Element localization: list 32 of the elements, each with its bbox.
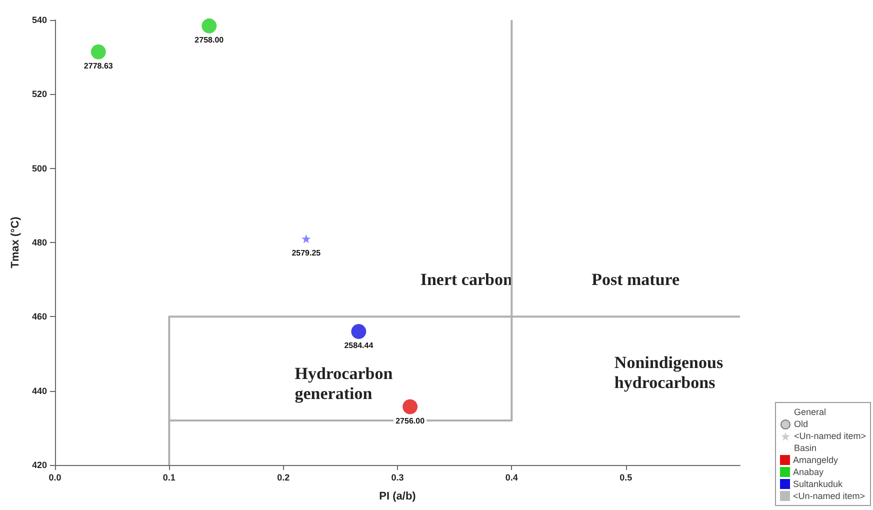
y-axis-title: Tmax (°C) — [10, 216, 22, 268]
text: <Un-named item> — [792, 490, 865, 502]
y-tick-label: 500 — [32, 163, 47, 174]
x-axis-title: PI (a/b) — [379, 490, 416, 502]
text: <Un-named item> — [794, 430, 866, 442]
annotation: 2756.00 — [396, 416, 426, 426]
annotation: Post mature — [592, 270, 680, 290]
y-tick-label: 460 — [32, 312, 47, 322]
y-tick-label: 520 — [32, 89, 47, 100]
y-tick-label: 420 — [32, 460, 47, 470]
annotation: 2584.44 — [344, 341, 374, 350]
x-tick-label: 0.2 — [277, 472, 290, 482]
y-tick-label: 540 — [32, 15, 47, 25]
x-tick-label: 0.3 — [391, 472, 404, 482]
x-tick-label: 0.1 — [162, 472, 176, 482]
annotation: 2778.63 — [84, 61, 114, 70]
x-tick-label: 0.0 — [48, 472, 62, 482]
annotation: 2758.00 — [194, 35, 224, 44]
legend-label: Amangeldy — [792, 454, 838, 466]
annotation: 2579.25 — [292, 248, 322, 258]
legend-label: Anabay — [792, 466, 824, 478]
text: Old — [794, 418, 808, 430]
text: General — [792, 406, 827, 418]
annotation: Hydrocarbon generation — [294, 364, 394, 403]
y-tick-label: 480 — [32, 238, 47, 248]
x-tick-label: 0.5 — [620, 472, 632, 482]
x-tick-label: 0.4 — [505, 472, 518, 482]
annotation: Inert carbon — [420, 270, 513, 290]
y-tick-label: 440 — [32, 386, 47, 396]
annotation: Nonindigenous hydrocarbons — [614, 352, 724, 392]
legend-label: Sultankuduk — [792, 478, 842, 490]
text: Basin — [792, 442, 818, 454]
